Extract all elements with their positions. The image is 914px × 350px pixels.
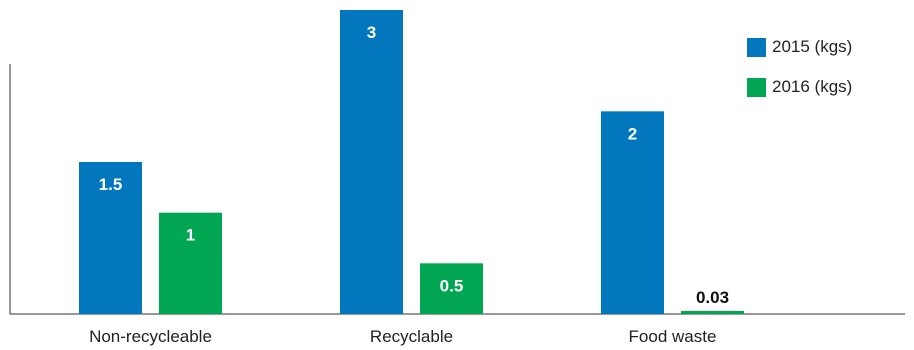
legend-swatch-2016 bbox=[747, 77, 766, 97]
bar-2015-1 bbox=[340, 10, 403, 314]
legend: 2015 (kgs) 2016 (kgs) bbox=[747, 30, 852, 110]
bar-2015-2 bbox=[601, 111, 664, 314]
legend-label-2015: 2015 (kgs) bbox=[772, 37, 853, 56]
value-label-2016-2: 0.03 bbox=[696, 288, 729, 307]
value-label-2015-0: 1.5 bbox=[99, 175, 123, 194]
legend-item-2016: 2016 (kgs) bbox=[747, 70, 852, 104]
category-label-1: Recyclable bbox=[370, 327, 453, 346]
value-label-2016-0: 1 bbox=[186, 226, 195, 245]
bar-2016-1 bbox=[420, 263, 483, 314]
bar-2016-0 bbox=[159, 212, 222, 314]
legend-item-2015: 2015 (kgs) bbox=[747, 30, 852, 64]
value-label-2015-1: 3 bbox=[367, 23, 376, 42]
bar-2015-0 bbox=[79, 162, 142, 314]
value-label-2015-2: 2 bbox=[628, 124, 637, 143]
value-label-2016-1: 0.5 bbox=[440, 276, 464, 295]
category-label-0: Non-recycleable bbox=[89, 327, 212, 346]
legend-swatch-2015 bbox=[747, 37, 766, 57]
bar-2016-2 bbox=[681, 310, 744, 314]
legend-label-2016: 2016 (kgs) bbox=[772, 77, 853, 96]
category-label-2: Food waste bbox=[629, 327, 717, 346]
